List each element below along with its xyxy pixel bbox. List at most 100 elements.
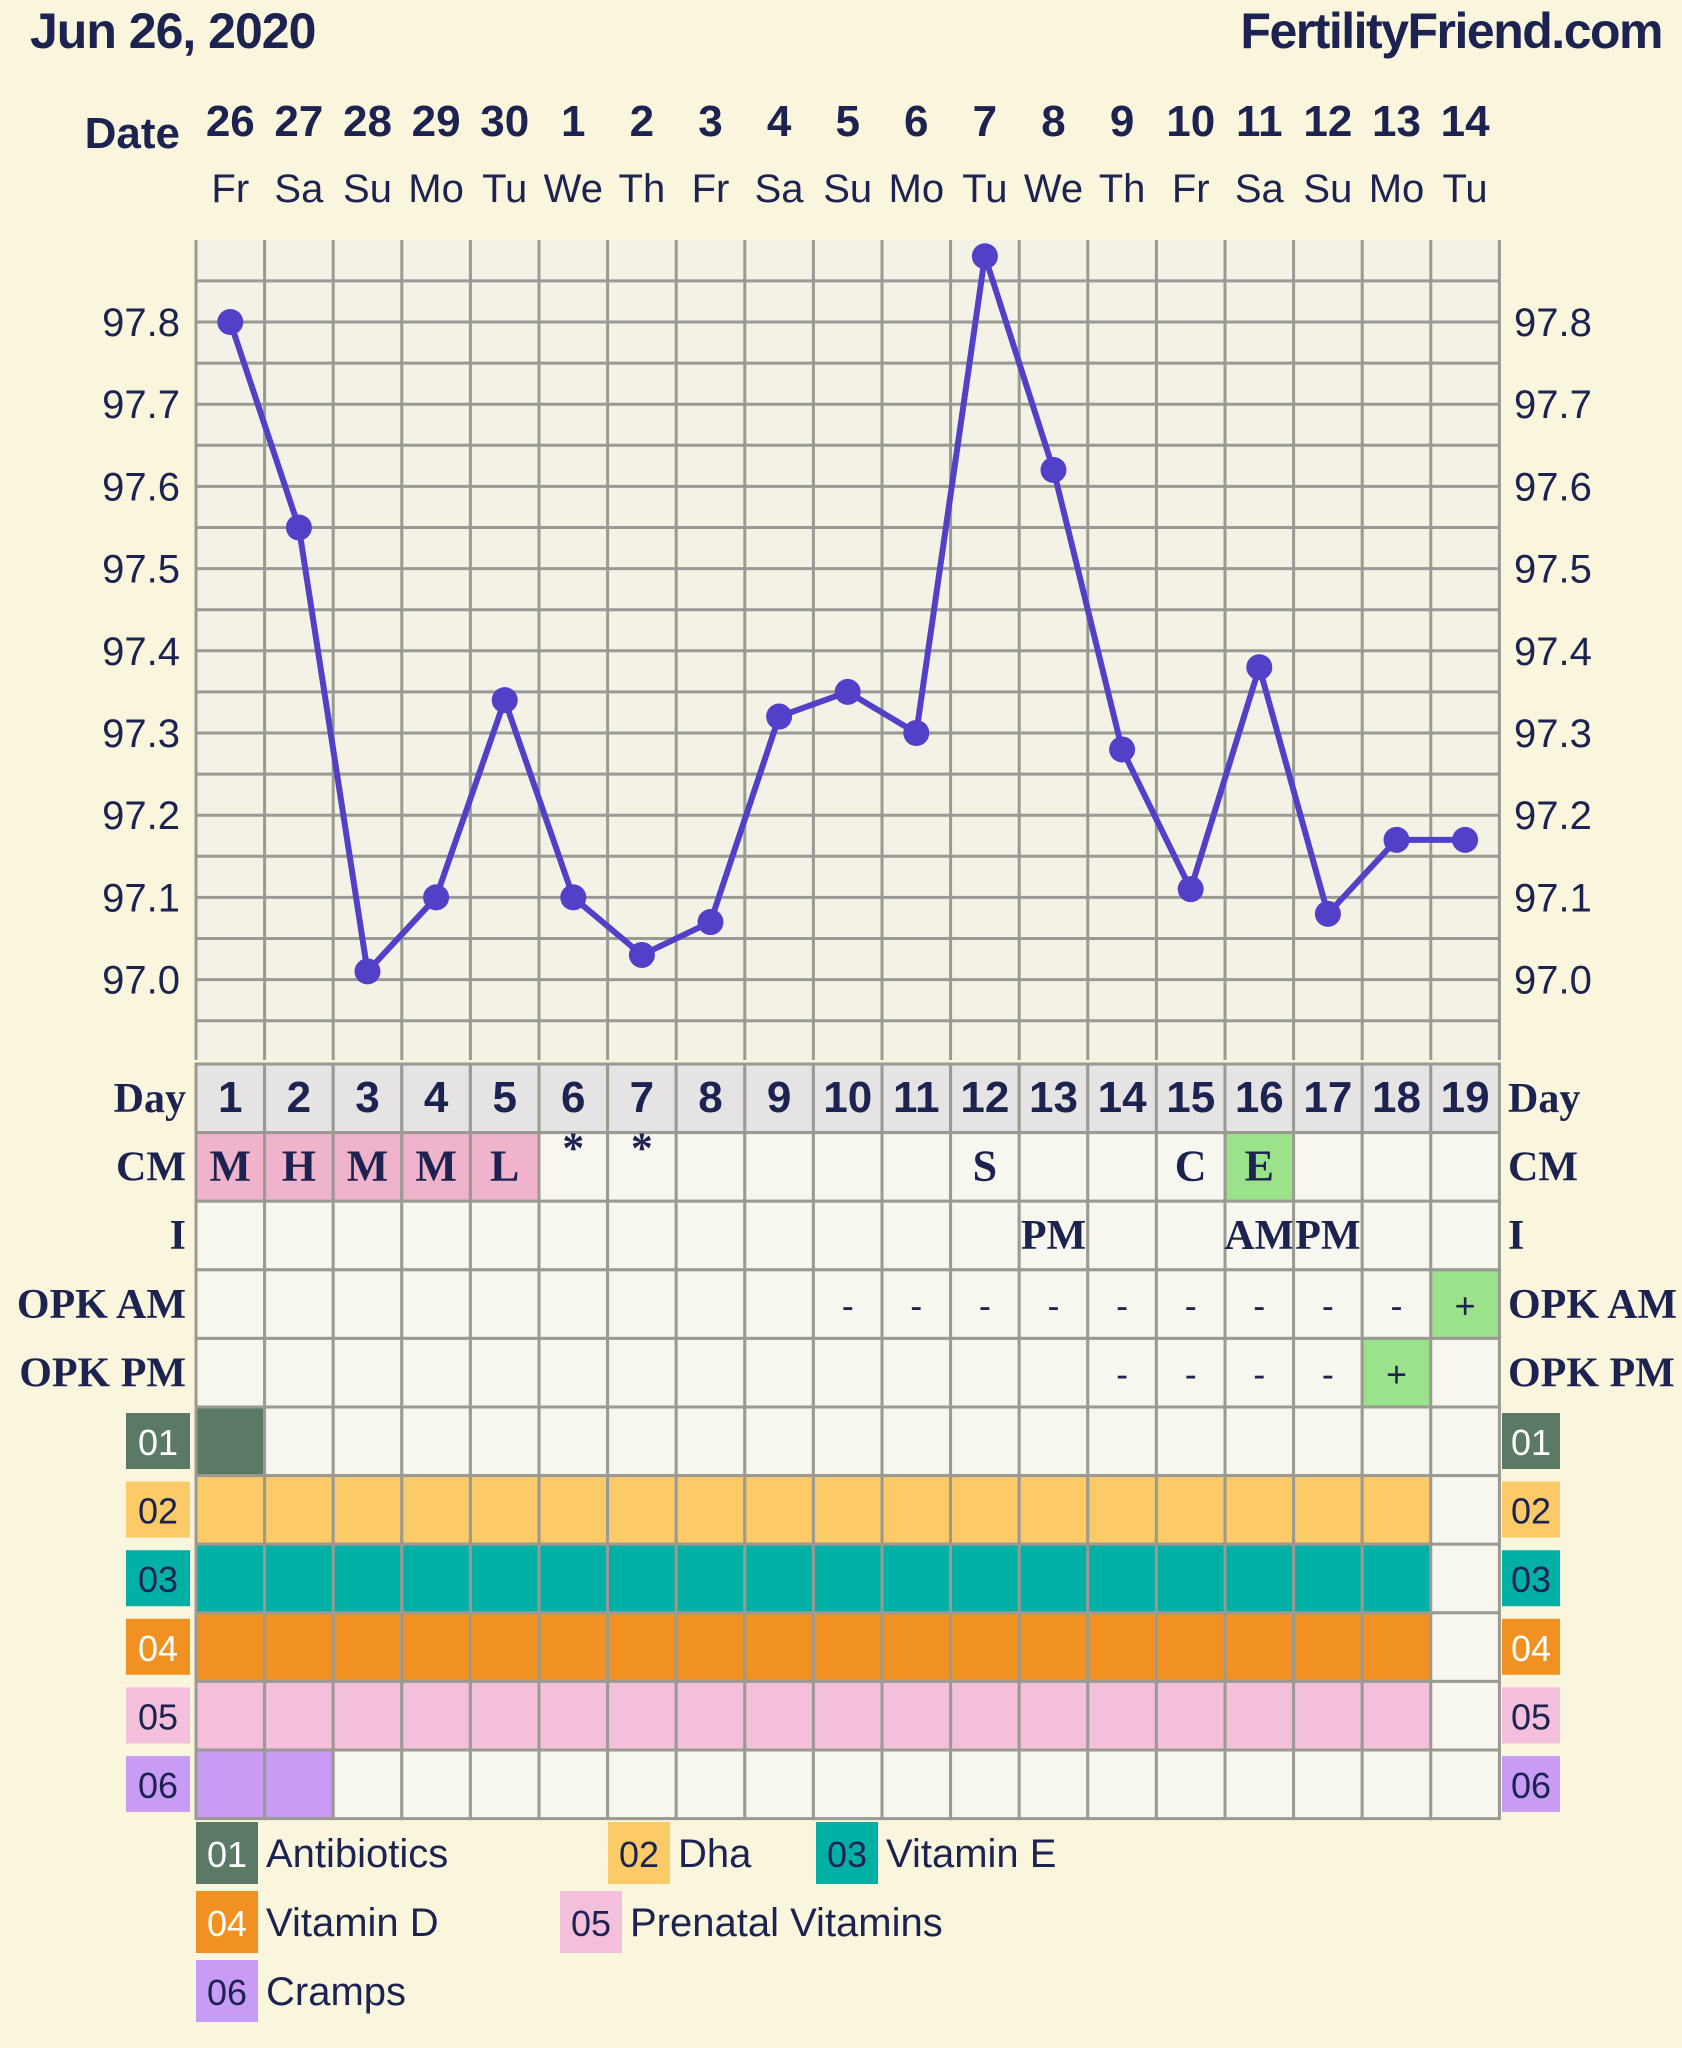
tracker-badge-left [126, 1550, 190, 1607]
tracker-cell [1223, 1679, 1296, 1752]
weekday-label: Th [1099, 167, 1146, 211]
y-tick-right: 97.8 [1514, 301, 1592, 345]
legend-swatch [608, 1822, 670, 1884]
row-cell [194, 1199, 267, 1272]
row-cell [949, 1062, 1021, 1135]
row-cell-value: 13 [1029, 1073, 1078, 1122]
tracker-cell [1017, 1405, 1090, 1478]
tracker-cell [606, 1679, 678, 1752]
tracker-cell [537, 1679, 610, 1752]
tracker-cell [743, 1611, 815, 1683]
weekday-label: Sa [755, 167, 805, 211]
temperature-point [491, 687, 518, 714]
row-cell [606, 1268, 678, 1340]
row-cell-value: PM [1295, 1213, 1360, 1259]
tracker-cell [1154, 1405, 1227, 1478]
tracker-badge-left [126, 1687, 190, 1744]
row-label-right: OPK AM [1508, 1282, 1677, 1328]
tracker-cell [674, 1542, 747, 1615]
y-tick-right: 97.2 [1514, 794, 1592, 838]
tracker-code-left: 04 [138, 1628, 178, 1669]
date-number: 29 [412, 97, 461, 146]
legend-code: 05 [571, 1903, 611, 1944]
row-label-right: CM [1508, 1145, 1578, 1191]
tracker-cell [1223, 1542, 1296, 1615]
tracker-cell [1017, 1474, 1090, 1546]
date-number: 4 [767, 97, 792, 146]
legend-label: Cramps [266, 1970, 406, 2014]
weekday-label: Mo [889, 167, 945, 211]
row-cell-value: 17 [1303, 1073, 1352, 1122]
tracker-badge-right [1502, 1481, 1560, 1538]
row-cell [1154, 1199, 1227, 1272]
site-name: FertilityFriend.com [1240, 3, 1662, 59]
tracker-cell [606, 1474, 678, 1546]
row-cell [743, 1131, 815, 1203]
temperature-point [1452, 826, 1479, 853]
row-cell [880, 1199, 953, 1272]
row-cell [743, 1268, 815, 1340]
date-number: 30 [480, 97, 529, 146]
tracker-cell [1086, 1405, 1158, 1478]
tracker-cell [263, 1474, 335, 1546]
tracker-cell [468, 1542, 541, 1615]
temperature-point [628, 941, 655, 968]
tracker-cell [1017, 1542, 1090, 1615]
tracker-cell [1154, 1679, 1227, 1752]
tracker-badge-right [1502, 1618, 1560, 1675]
tracker-cell [1360, 1405, 1433, 1478]
tracker-cell [331, 1542, 404, 1615]
row-cell-value: E [1245, 1142, 1274, 1191]
y-tick-right: 97.5 [1514, 548, 1592, 592]
row-cell [949, 1336, 1021, 1409]
row-cell [537, 1336, 610, 1409]
tracker-cell [606, 1405, 678, 1478]
row-cell-value: 16 [1235, 1073, 1284, 1122]
row-cell [1429, 1062, 1501, 1135]
row-cell [880, 1268, 953, 1340]
row-cell-value: C [1175, 1142, 1207, 1191]
row-cell [811, 1199, 884, 1272]
date-number: 27 [274, 97, 323, 146]
tracker-cell [949, 1679, 1021, 1752]
tracker-cell [743, 1474, 815, 1546]
tracker-cell [811, 1474, 884, 1546]
row-cell [400, 1199, 472, 1272]
tracker-cell [743, 1679, 815, 1752]
row-cell [1223, 1131, 1296, 1203]
row-cell [468, 1199, 541, 1272]
y-tick-left: 97.4 [102, 630, 180, 674]
tracker-cell [1017, 1611, 1090, 1683]
row-label-right: OPK PM [1508, 1350, 1675, 1396]
tracker-cell [194, 1611, 267, 1683]
row-cell [1086, 1199, 1158, 1272]
tracker-cell [263, 1611, 335, 1683]
y-tick-left: 97.5 [102, 548, 180, 592]
y-axis-ticks: 97.8 97.8 97.7 97.7 97.6 97.6 97.5 97.5 97.4 97.4… [102, 301, 1592, 1003]
row-cell [331, 1268, 404, 1340]
weekday-label: Fr [692, 167, 730, 211]
y-tick-left: 97.6 [102, 465, 180, 509]
date-number: 10 [1166, 97, 1215, 146]
row-cell [194, 1336, 267, 1409]
tracker-cell [1086, 1679, 1158, 1752]
weekday-label: Su [823, 167, 872, 211]
row-cell [811, 1336, 884, 1409]
tracker-cell [811, 1611, 884, 1683]
tracker-badge-left [126, 1413, 190, 1469]
legend-code: 01 [207, 1834, 247, 1875]
row-cell-value: 14 [1098, 1073, 1147, 1122]
tracker-cell [1429, 1474, 1501, 1546]
tracker-badge-left [126, 1756, 190, 1812]
row-cell-value: - [1185, 1353, 1197, 1394]
row-cell [1360, 1336, 1433, 1409]
row-cell [674, 1199, 747, 1272]
tracker-cell [1086, 1474, 1158, 1546]
tracker-code-right: 05 [1511, 1696, 1551, 1737]
tracker-code-right: 06 [1511, 1765, 1551, 1806]
row-cell [949, 1268, 1021, 1340]
y-tick-right: 97.3 [1514, 712, 1592, 756]
date-number: 1 [561, 97, 585, 146]
row-cell [263, 1336, 335, 1409]
row-cell [468, 1336, 541, 1409]
